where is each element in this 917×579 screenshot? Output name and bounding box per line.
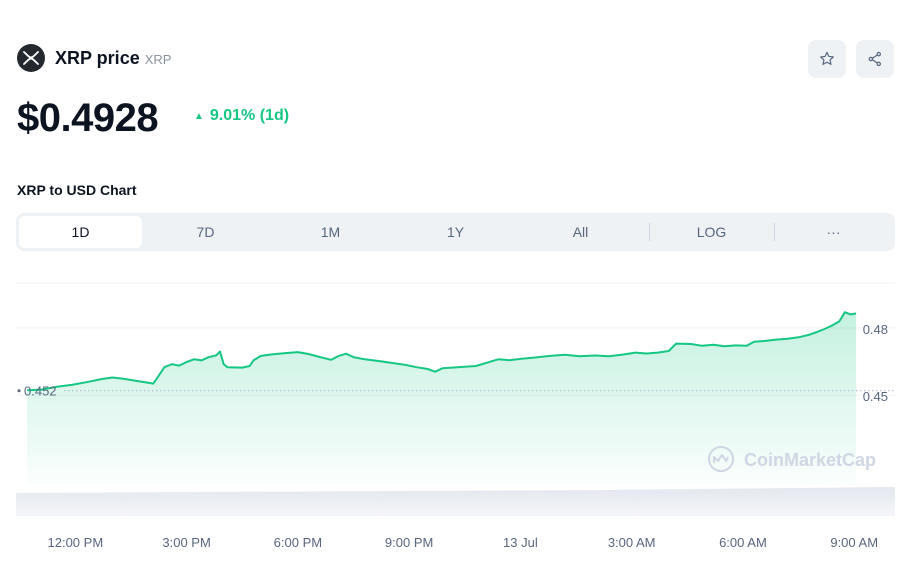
share-icon: [868, 51, 882, 67]
x-tick-label: 12:00 PM: [48, 535, 104, 550]
x-tick-label: 6:00 AM: [719, 535, 767, 550]
x-tick-label: 9:00 AM: [830, 535, 878, 550]
timeframe-tabs: 1D 7D 1M 1Y All LOG ···: [16, 213, 895, 251]
price-change: ▲ 9.01% (1d): [194, 107, 289, 125]
open-price-label: 0.452: [24, 384, 57, 399]
price-change-value: 9.01% (1d): [209, 107, 290, 124]
x-tick-label: 3:00 AM: [608, 535, 656, 550]
xrp-logo-icon: [17, 44, 45, 72]
price-area: [27, 312, 857, 485]
watermark-text: CoinMarketCap: [744, 450, 876, 470]
coin-name: XRP price: [55, 47, 140, 68]
tab-1y[interactable]: 1Y: [446, 224, 465, 240]
y-tick-label: 0.45: [863, 389, 888, 404]
coin-symbol: XRP: [144, 52, 172, 67]
tab-7d[interactable]: 7D: [196, 224, 215, 240]
tab-divider: [774, 223, 775, 241]
x-tick-label: 13 Jul: [503, 535, 538, 550]
share-button[interactable]: [856, 40, 894, 78]
y-tick-label: 0.48: [863, 322, 888, 337]
more-options-button[interactable]: ···: [826, 224, 841, 240]
x-tick-label: 9:00 PM: [385, 535, 433, 550]
price-line: [27, 311, 857, 392]
x-tick-label: 6:00 PM: [274, 535, 322, 550]
tab-divider: [649, 223, 650, 241]
volume-band: [16, 487, 895, 516]
tab-1m[interactable]: 1M: [320, 224, 341, 240]
tab-log[interactable]: LOG: [696, 224, 727, 240]
tab-all[interactable]: All: [572, 224, 589, 240]
tab-1d[interactable]: 1D: [19, 216, 142, 248]
arrow-up-icon: ▲: [194, 110, 204, 122]
coin-header: XRP price XRP: [17, 44, 171, 72]
open-price-marker: [17, 389, 21, 393]
watermark: CoinMarketCap: [708, 446, 876, 472]
star-icon: [820, 51, 834, 65]
x-tick-label: 3:00 PM: [162, 535, 210, 550]
star-button[interactable]: [808, 40, 846, 78]
chart-heading: XRP to USD Chart: [17, 182, 137, 198]
current-price: $0.4928: [17, 96, 159, 140]
